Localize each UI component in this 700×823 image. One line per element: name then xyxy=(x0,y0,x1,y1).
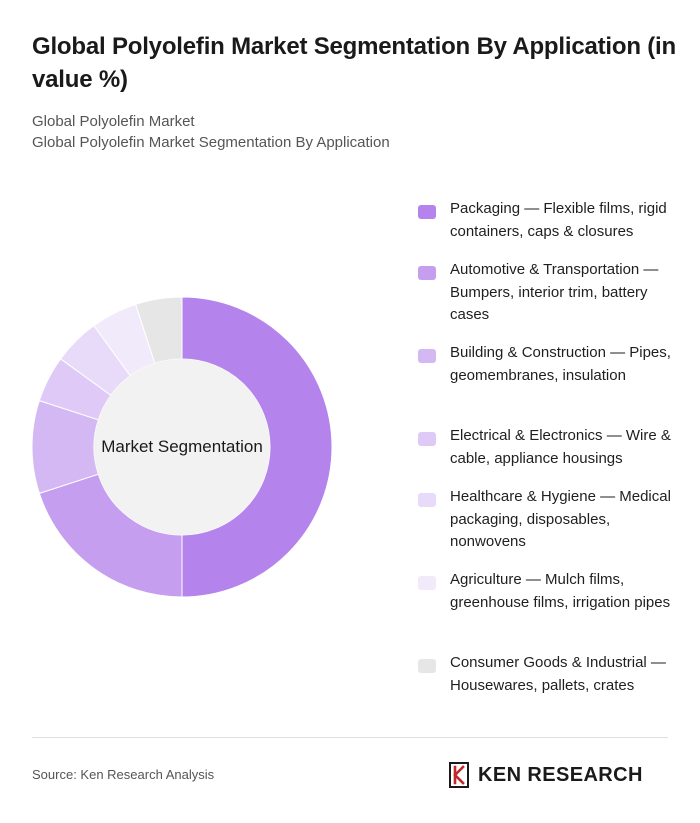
legend-swatch xyxy=(418,659,436,673)
legend-swatch xyxy=(418,266,436,280)
donut-slice-6[interactable] xyxy=(93,303,156,377)
donut-slice-2[interactable] xyxy=(38,473,183,598)
logo-text: KEN RESEARCH xyxy=(478,764,643,786)
legend-label: Building & Construction — Pipes, geomemb… xyxy=(450,344,671,384)
page-title: Global Polyolefin Market Segmentation By… xyxy=(32,33,676,93)
source-note: Source: Ken Research Analysis xyxy=(32,767,215,782)
ken-research-logo[interactable]: KEN RESEARCH xyxy=(448,762,670,788)
legend-swatch xyxy=(418,493,436,507)
ken-research-k-icon xyxy=(449,762,469,788)
footer-divider xyxy=(32,737,668,738)
donut-slice-4[interactable] xyxy=(38,358,112,421)
donut-slice-5[interactable] xyxy=(59,324,131,396)
legend-swatch xyxy=(418,432,436,446)
legend-swatch xyxy=(418,349,436,363)
legend-label: Electrical & Electronics — Wire & cable,… xyxy=(450,427,671,467)
legend-label: Automotive & Transportation — Bumpers, i… xyxy=(450,261,659,323)
legend-label: Agriculture — Mulch films, greenhouse fi… xyxy=(450,571,671,611)
legend-swatch xyxy=(418,205,436,219)
legend-label: Packaging — Flexible films, rigid contai… xyxy=(450,200,667,240)
subtitle-market: Global Polyolefin Market xyxy=(32,113,195,130)
legend-label: Consumer Goods & Industrial — Housewares… xyxy=(450,654,666,694)
donut-slice-7[interactable] xyxy=(135,296,183,364)
legend-swatch xyxy=(418,576,436,590)
legend-label: Healthcare & Hygiene — Medical packaging… xyxy=(450,488,671,550)
subtitle-segmentation: Global Polyolefin Market Segmentation By… xyxy=(32,134,390,151)
center-label: Market Segmentation xyxy=(101,437,263,456)
